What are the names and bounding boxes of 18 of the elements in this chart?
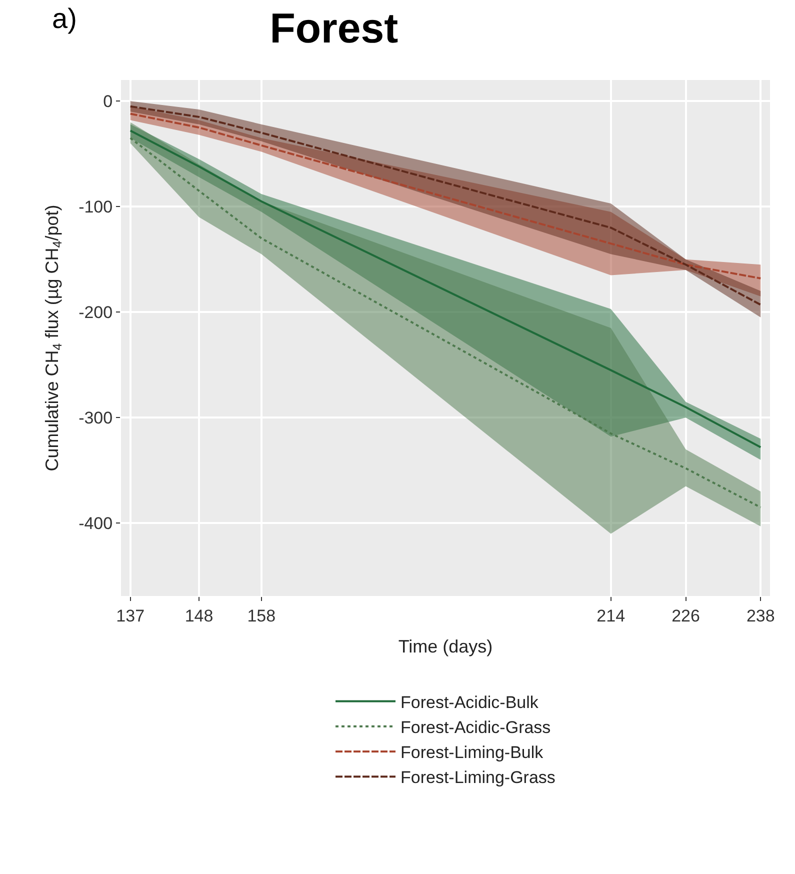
- x-axis-title: Time (days): [398, 636, 493, 656]
- y-tick-label: -100: [78, 198, 113, 217]
- x-tick-label: 238: [746, 606, 775, 626]
- x-tick-label: 158: [247, 606, 276, 626]
- legend-label: Forest-Acidic-Grass: [400, 718, 551, 737]
- y-tick-label: -200: [78, 303, 113, 322]
- text: a): [52, 3, 77, 34]
- legend-label: Forest-Acidic-Bulk: [400, 692, 539, 712]
- y-tick-label: 0: [103, 92, 113, 112]
- legend-label: Forest-Liming-Bulk: [400, 743, 544, 762]
- y-tick-label: -400: [78, 514, 113, 534]
- x-tick-label: 137: [116, 606, 145, 626]
- legend-label: Forest-Liming-Grass: [400, 768, 556, 788]
- y-tick-label: -300: [78, 408, 113, 428]
- x-tick-label: 226: [672, 606, 700, 626]
- chart-title: Forest: [270, 4, 398, 52]
- x-tick-label: 148: [184, 606, 214, 626]
- x-tick-label: 214: [596, 606, 626, 626]
